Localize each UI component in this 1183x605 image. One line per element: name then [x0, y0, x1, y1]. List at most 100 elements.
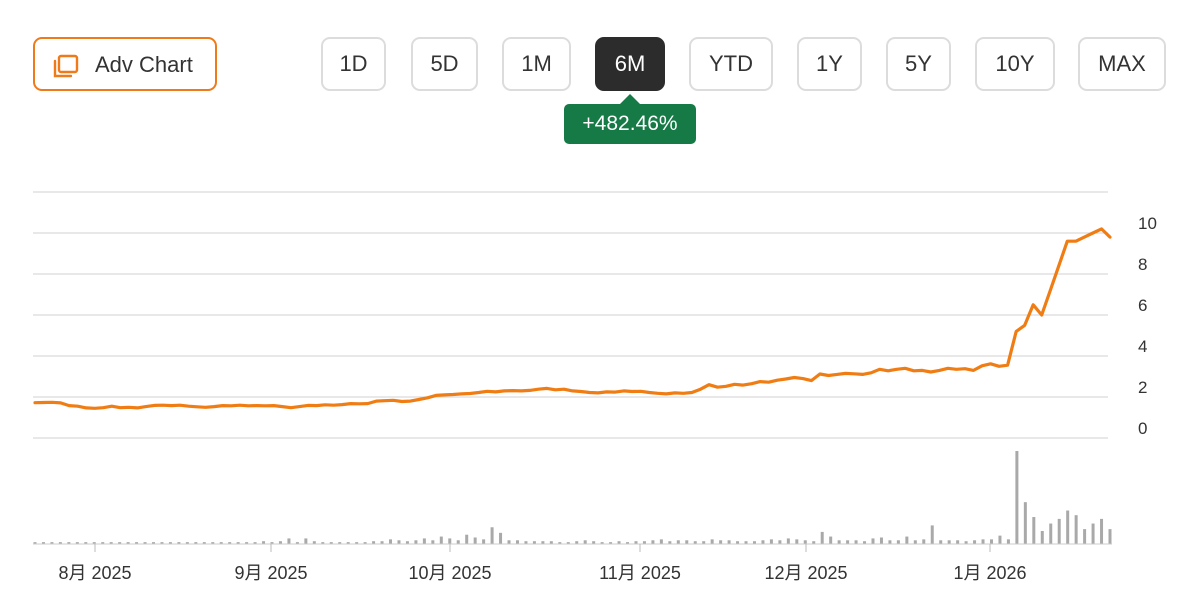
y-tick-label: 2	[1138, 378, 1147, 397]
volume-bar	[431, 540, 435, 544]
volume-bar	[211, 542, 215, 544]
volume-bar	[913, 540, 917, 544]
volume-bar	[659, 539, 663, 544]
volume-bar	[888, 540, 892, 544]
adv-chart-button[interactable]: Adv Chart	[33, 37, 217, 91]
volume-bar	[465, 534, 469, 544]
volume-bar	[566, 542, 570, 544]
volume-bar	[1057, 518, 1061, 544]
range-button-ytd[interactable]: YTD	[689, 37, 773, 91]
volume-bar	[896, 540, 900, 544]
volume-bar	[346, 542, 350, 544]
range-button-10y[interactable]: 10Y	[975, 37, 1055, 91]
volume-bar	[456, 540, 460, 544]
volume-bar	[143, 542, 147, 544]
volume-bar	[1040, 530, 1044, 544]
volume-bar	[75, 542, 79, 544]
volume-bar	[499, 532, 503, 544]
volume-bar	[1074, 515, 1078, 544]
x-tick-label: 1月 2026	[953, 563, 1026, 583]
volume-bar	[820, 531, 824, 544]
change-badge-pointer	[619, 94, 641, 105]
x-tick-label: 8月 2025	[58, 563, 131, 583]
volume-bar	[727, 540, 731, 544]
y-tick-label: 10	[1138, 214, 1157, 233]
volume-bar	[245, 542, 249, 544]
y-tick-label: 4	[1138, 337, 1147, 356]
volume-bar	[253, 542, 257, 544]
volume-bar	[355, 542, 359, 544]
volume-bar	[626, 542, 630, 544]
range-button-max[interactable]: MAX	[1078, 37, 1166, 91]
volume-bar	[84, 542, 88, 544]
volume-bar	[58, 542, 62, 544]
volume-bar	[41, 542, 45, 544]
x-tick-label: 11月 2025	[599, 563, 681, 583]
volume-bar	[1066, 510, 1070, 544]
volume-bars	[33, 451, 1112, 544]
volume-bar	[549, 541, 553, 544]
change-percent-badge: +482.46%	[564, 104, 696, 144]
x-tick-label: 10月 2025	[408, 563, 491, 583]
volume-bar	[482, 539, 486, 544]
volume-bar	[185, 542, 189, 544]
volume-bar	[583, 540, 587, 544]
volume-bar	[634, 541, 638, 544]
volume-bar	[998, 535, 1002, 544]
y-tick-label: 0	[1138, 419, 1147, 438]
volume-bar	[380, 541, 384, 544]
volume-bar	[812, 541, 816, 544]
volume-bar	[152, 542, 156, 544]
range-button-1y[interactable]: 1Y	[797, 37, 862, 91]
volume-bar	[287, 538, 291, 544]
volume-bar	[490, 527, 494, 544]
volume-bar	[617, 541, 621, 544]
volume-bar	[702, 541, 706, 544]
volume-bar	[414, 540, 418, 544]
volume-bar	[609, 542, 613, 544]
volume-bar	[262, 541, 266, 544]
volume-bar	[177, 542, 181, 544]
y-tick-label: 6	[1138, 296, 1147, 315]
volume-bar	[1100, 518, 1104, 544]
price-line	[33, 227, 1112, 410]
volume-bar	[769, 539, 773, 544]
volume-bar	[1023, 502, 1027, 544]
range-button-6m[interactable]: 6M	[595, 37, 665, 91]
volume-bar	[1083, 529, 1087, 544]
volume-bar	[1032, 517, 1036, 544]
volume-bar	[558, 542, 562, 544]
volume-bar	[338, 542, 342, 544]
volume-bar	[372, 541, 376, 544]
volume-bar	[92, 542, 96, 544]
volume-bar	[854, 540, 858, 544]
volume-bar	[837, 540, 841, 544]
y-axis: 10 8 6 4 2 0	[1138, 214, 1157, 438]
adv-chart-label: Adv Chart	[95, 52, 193, 77]
chart-window-icon	[53, 54, 79, 78]
volume-bar	[744, 541, 748, 544]
volume-bar	[295, 542, 299, 544]
volume-bar	[736, 541, 740, 544]
volume-bar	[879, 537, 883, 544]
range-button-1d[interactable]: 1D	[321, 37, 386, 91]
volume-bar	[947, 540, 951, 544]
range-button-5d[interactable]: 5D	[411, 37, 478, 91]
volume-bar	[795, 539, 799, 544]
volume-bar	[541, 541, 545, 544]
volume-bar	[989, 539, 993, 544]
volume-bar	[685, 540, 689, 544]
y-tick-label: 8	[1138, 255, 1147, 274]
volume-bar	[651, 540, 655, 544]
x-tick-label: 9月 2025	[234, 563, 307, 583]
volume-bar	[118, 542, 122, 544]
volume-bar	[126, 542, 130, 544]
volume-bar	[219, 542, 223, 544]
volume-bar	[312, 541, 316, 544]
volume-bar	[761, 540, 765, 544]
range-button-5y[interactable]: 5Y	[886, 37, 951, 91]
volume-bar	[592, 541, 596, 544]
volume-bar	[905, 536, 909, 544]
range-button-1m[interactable]: 1M	[502, 37, 571, 91]
